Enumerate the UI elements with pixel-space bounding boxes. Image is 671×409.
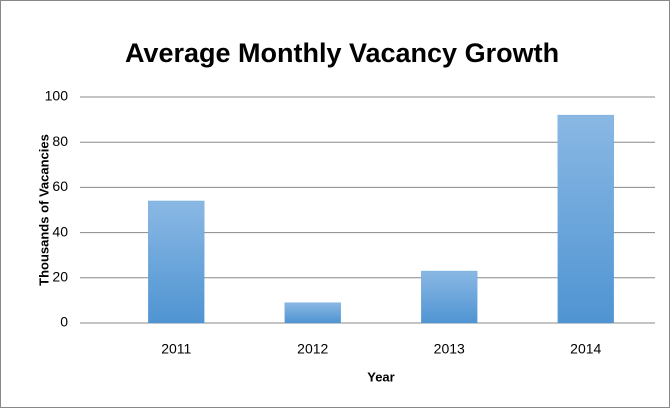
bar	[284, 302, 341, 324]
bar	[148, 200, 205, 324]
x-tick-label: 2013	[434, 341, 465, 357]
x-tick-label: 2011	[161, 341, 191, 357]
y-tick-label: 40	[52, 223, 68, 239]
y-tick-label: 0	[60, 314, 68, 330]
x-tick-label: 2012	[297, 341, 328, 357]
bar	[557, 114, 614, 324]
y-tick-label: 100	[45, 88, 69, 104]
y-tick-label: 80	[52, 133, 68, 149]
chart-title: Average Monthly Vacancy Growth	[125, 38, 559, 68]
y-tick-label: 20	[52, 269, 68, 285]
x-axis-label: Year	[367, 369, 394, 384]
y-axis-label: Thousands of Vacancies	[36, 134, 51, 286]
bar	[421, 270, 478, 324]
x-tick-label: 2014	[570, 341, 601, 357]
y-tick-label: 60	[52, 178, 68, 194]
